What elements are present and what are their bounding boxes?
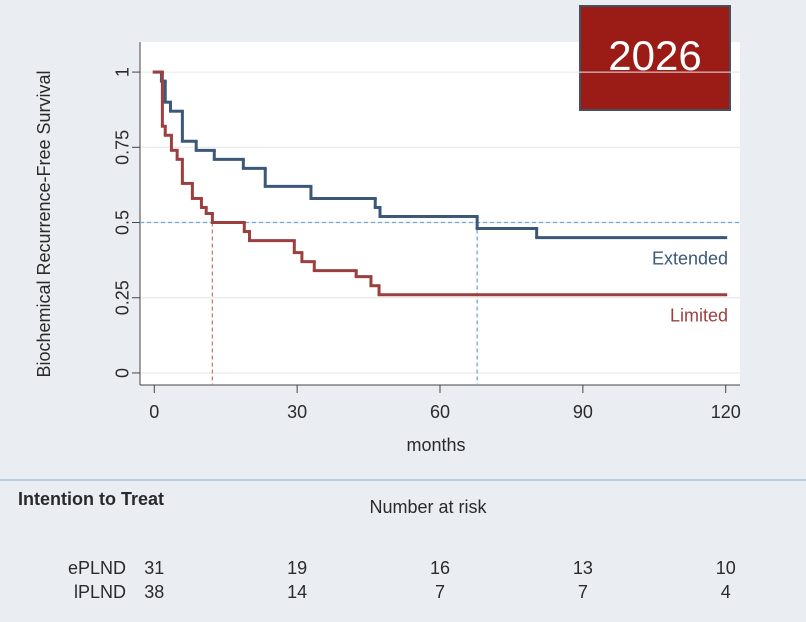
- series-label: Extended: [652, 248, 728, 268]
- y-tick-label: 0.25: [113, 280, 133, 315]
- risk-count: 7: [435, 582, 445, 602]
- series-label: Limited: [670, 305, 728, 325]
- risk-count: 10: [716, 558, 736, 578]
- risk-row-name: lPLND: [74, 582, 126, 602]
- x-tick-label: 90: [573, 402, 593, 422]
- y-tick-label: 0.5: [113, 210, 133, 235]
- x-tick-label: 120: [711, 402, 741, 422]
- y-tick-label: 0: [113, 368, 133, 378]
- badge: [579, 5, 731, 111]
- x-axis-title: months: [406, 435, 465, 455]
- risk-count: 14: [287, 582, 307, 602]
- x-tick-label: 60: [430, 402, 450, 422]
- badge-text: 2026: [608, 32, 701, 79]
- risk-row-name: ePLND: [68, 558, 126, 578]
- y-tick-label: 0.75: [113, 130, 133, 165]
- risk-title: Number at risk: [369, 497, 487, 517]
- y-axis-title: Biochemical Recurrence-Free Survival: [34, 70, 54, 377]
- x-tick-label: 30: [287, 402, 307, 422]
- risk-count: 31: [144, 558, 164, 578]
- x-tick-label: 0: [149, 402, 159, 422]
- risk-count: 4: [721, 582, 731, 602]
- risk-count: 7: [578, 582, 588, 602]
- risk-count: 38: [144, 582, 164, 602]
- risk-count: 19: [287, 558, 307, 578]
- risk-count: 16: [430, 558, 450, 578]
- y-tick-label: 1: [113, 67, 133, 77]
- risk-count: 13: [573, 558, 593, 578]
- risk-heading: Intention to Treat: [18, 489, 164, 509]
